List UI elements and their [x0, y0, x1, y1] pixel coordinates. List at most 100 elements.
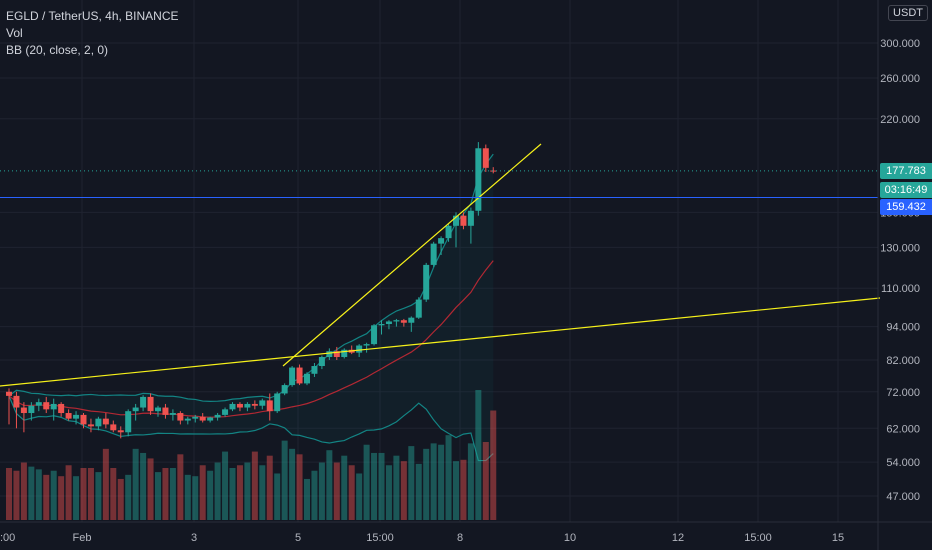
candle[interactable]: [162, 403, 169, 419]
candle[interactable]: [50, 398, 57, 421]
candle[interactable]: [117, 426, 124, 439]
symbol-title[interactable]: EGLD / TetherUS, 4h, BINANCE: [6, 9, 179, 23]
y-tick-label: 94.000: [886, 322, 920, 334]
candle[interactable]: [229, 402, 236, 412]
candle[interactable]: [102, 413, 109, 429]
candle[interactable]: [95, 416, 102, 431]
candle[interactable]: [490, 167, 497, 174]
candle-body: [199, 416, 206, 421]
candle[interactable]: [259, 398, 266, 410]
candle[interactable]: [155, 405, 161, 417]
candle-body: [13, 395, 20, 408]
candle[interactable]: [311, 362, 318, 377]
support-trendline[interactable]: [0, 297, 881, 387]
candle[interactable]: [20, 402, 27, 433]
volume-bar: [400, 461, 407, 520]
candle[interactable]: [43, 396, 50, 414]
candle[interactable]: [393, 318, 400, 327]
volume-bar: [162, 468, 169, 520]
volume-bar: [140, 452, 147, 520]
volume-bar: [438, 444, 445, 520]
candle-body: [28, 405, 35, 414]
candle[interactable]: [296, 364, 303, 386]
bb-indicator-label[interactable]: BB (20, close, 2, 0): [6, 43, 109, 57]
candle-body: [289, 367, 296, 386]
candle[interactable]: [482, 144, 489, 172]
y-tick-label: 130.000: [880, 242, 920, 254]
candle[interactable]: [460, 212, 467, 230]
candle[interactable]: [73, 411, 80, 425]
horizontal-line-price-tag: 159.432: [880, 199, 932, 216]
candle-body: [482, 148, 489, 168]
candle[interactable]: [28, 402, 35, 421]
candle[interactable]: [80, 413, 87, 429]
candle[interactable]: [207, 416, 214, 423]
volume-bar: [415, 463, 422, 520]
volume-bar: [147, 458, 154, 520]
candle[interactable]: [289, 366, 296, 387]
candle[interactable]: [333, 346, 340, 360]
candle[interactable]: [326, 348, 333, 360]
candle[interactable]: [125, 409, 132, 437]
candle[interactable]: [371, 324, 378, 346]
candle[interactable]: [65, 409, 72, 421]
candle-body: [95, 418, 102, 427]
candle[interactable]: [445, 224, 452, 242]
candle[interactable]: [318, 355, 325, 370]
candle[interactable]: [169, 409, 176, 421]
candle[interactable]: [475, 142, 482, 216]
candle[interactable]: [415, 297, 422, 319]
candle[interactable]: [110, 420, 117, 433]
candle[interactable]: [13, 391, 20, 429]
candle[interactable]: [385, 320, 392, 330]
candle[interactable]: [6, 388, 12, 425]
candle[interactable]: [341, 348, 348, 359]
bb-lower-line: [8, 395, 494, 462]
drawings[interactable]: [0, 143, 881, 387]
candle[interactable]: [438, 236, 445, 256]
chart-grid: [0, 0, 878, 522]
candle[interactable]: [378, 320, 385, 335]
candle[interactable]: [214, 413, 221, 421]
candle[interactable]: [304, 372, 310, 386]
candle[interactable]: [192, 414, 199, 423]
bb-band-fill: [9, 154, 494, 461]
candle-body: [326, 351, 333, 358]
volume-bar: [65, 465, 72, 520]
candle[interactable]: [147, 393, 154, 415]
candle[interactable]: [363, 342, 370, 353]
y-tick-label: 260.000: [880, 73, 920, 85]
candle[interactable]: [400, 318, 407, 327]
y-tick-label: 300.000: [880, 38, 920, 50]
candle[interactable]: [244, 402, 251, 412]
candle[interactable]: [266, 393, 273, 421]
candle[interactable]: [222, 407, 229, 417]
candle[interactable]: [199, 413, 206, 423]
candle[interactable]: [453, 212, 459, 248]
currency-button[interactable]: USDT: [888, 5, 928, 21]
candle[interactable]: [430, 241, 437, 267]
rising-trendline[interactable]: [282, 143, 542, 367]
candle[interactable]: [177, 411, 184, 425]
candle[interactable]: [281, 383, 288, 396]
candle-body: [453, 215, 459, 226]
candle[interactable]: [87, 418, 94, 433]
candle[interactable]: [251, 400, 258, 410]
volume-bar: [326, 450, 333, 520]
candle[interactable]: [236, 402, 243, 412]
candle[interactable]: [467, 207, 474, 244]
candle-body: [73, 414, 80, 419]
candle[interactable]: [274, 391, 281, 414]
candle[interactable]: [408, 316, 415, 332]
vol-indicator-label[interactable]: Vol: [6, 26, 23, 40]
volume-bar: [102, 448, 109, 520]
candle[interactable]: [132, 403, 139, 421]
volume-bar: [155, 472, 161, 520]
candle[interactable]: [35, 398, 42, 412]
candle[interactable]: [58, 402, 65, 417]
candle[interactable]: [423, 262, 430, 302]
candle[interactable]: [184, 416, 191, 425]
candle[interactable]: [140, 395, 147, 412]
